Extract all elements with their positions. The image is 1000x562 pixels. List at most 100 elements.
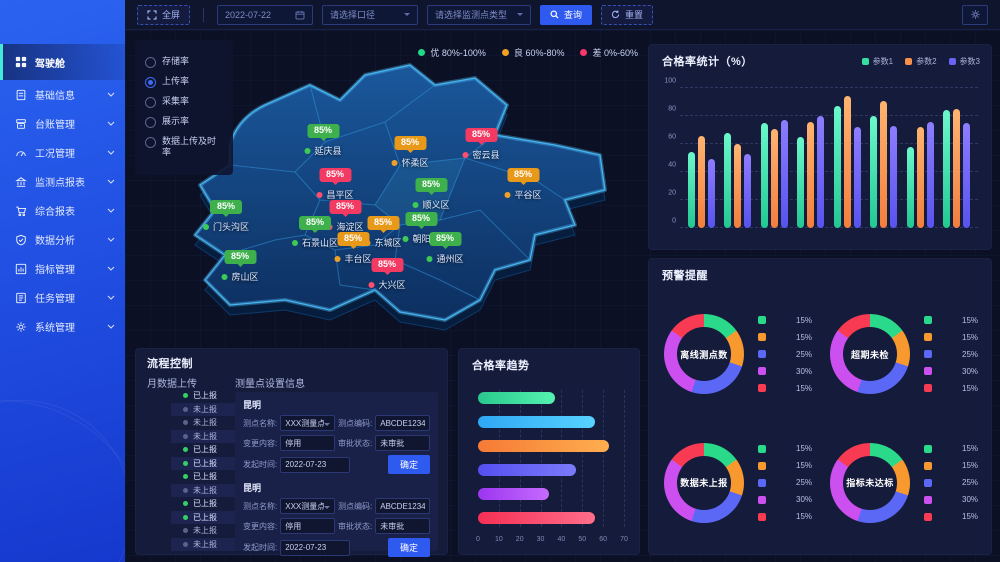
district-marker[interactable]: 85% 平谷区	[504, 168, 542, 201]
change-content-input[interactable]: 停用	[280, 435, 335, 451]
legend-square-icon	[758, 495, 766, 504]
district-marker[interactable]: 85% 房山区	[221, 250, 259, 283]
donut-legend-item: 15%	[924, 316, 982, 325]
upload-row[interactable]: 未上报	[171, 524, 237, 538]
district-name: 怀柔区	[401, 158, 429, 168]
metric-radio-option[interactable]: 采集率	[145, 96, 223, 108]
upload-row[interactable]: 已上报	[171, 443, 237, 457]
sidebar-item-point-report[interactable]: 监测点报表	[0, 167, 125, 196]
field-value: 停用	[285, 438, 302, 448]
status-dot-icon	[183, 433, 188, 439]
change-content-input[interactable]: 停用	[280, 518, 335, 534]
chevron-down-icon	[324, 422, 330, 429]
upload-status-label: 已上报	[193, 499, 217, 509]
upload-row[interactable]: 已上报	[171, 470, 237, 484]
metric-radio-option[interactable]: 数据上传及时率	[145, 136, 223, 159]
settings-button[interactable]	[962, 4, 988, 25]
sidebar-item-data-analysis[interactable]: 数据分析	[0, 225, 125, 254]
donut-legend: 15% 15% 25% 30% 15%	[924, 316, 982, 393]
point-type-select[interactable]: 请选择监测点类型	[427, 4, 532, 25]
change-content-label: 变更内容:	[243, 521, 278, 531]
donut-center-label: 数据未上报	[680, 478, 728, 489]
district-label-row: 石景山区	[291, 236, 338, 249]
district-marker[interactable]: 85% 石景山区	[291, 216, 338, 249]
district-value-badge: 85%	[506, 168, 540, 182]
reset-button[interactable]: 重置	[601, 4, 654, 25]
hbar	[478, 464, 577, 476]
beijing-map[interactable]	[135, 50, 640, 350]
upload-row[interactable]: 已上报	[171, 510, 237, 524]
district-marker[interactable]: 85% 朝阳区	[402, 212, 440, 245]
caliber-select[interactable]: 请选择口径	[322, 4, 419, 25]
upload-row[interactable]: 已上报	[171, 389, 237, 403]
district-marker[interactable]: 85% 怀柔区	[391, 136, 429, 169]
upload-row[interactable]: 未上报	[171, 429, 237, 443]
point-code-label: 测点编码:	[338, 418, 373, 428]
gauge-icon	[16, 150, 26, 156]
main-content: 存储率 上传率 采集率 展示率 数据上传及时率 优 80%-100% 良 60%-80% 差…	[125, 30, 1000, 562]
point-name-input[interactable]: XXX测量点	[280, 415, 335, 431]
bar-chart-icon	[15, 263, 27, 274]
chart-legend-item: 参数1	[861, 56, 893, 67]
cart-icon	[16, 206, 27, 216]
district-marker[interactable]: 85% 顺义区	[412, 178, 450, 211]
sidebar-item-summary-report[interactable]: 综合报表	[0, 196, 125, 225]
fullscreen-button[interactable]: 全屏	[137, 4, 191, 25]
district-marker[interactable]: 85% 丰台区	[334, 232, 372, 265]
sidebar-item-label: 数据分析	[35, 236, 75, 247]
district-marker[interactable]: 85% 延庆县	[304, 124, 342, 157]
sidebar-item-condition[interactable]: 工况管理	[0, 138, 125, 167]
shield-icon	[16, 234, 26, 245]
search-button[interactable]: 查询	[540, 4, 593, 25]
sidebar-item-indicators[interactable]: 指标管理	[0, 254, 125, 283]
panel-title: 合格率趋势	[472, 360, 530, 372]
confirm-button[interactable]: 确定	[387, 455, 430, 474]
field-value: XXX测量点	[285, 501, 324, 511]
approval-status-input[interactable]: 未审批	[375, 435, 430, 451]
sidebar-item-basic-info[interactable]: 基础信息	[0, 80, 125, 109]
upload-row[interactable]: 未上报	[171, 416, 237, 430]
legend-percent: 30%	[962, 495, 979, 505]
legend-square-icon	[758, 367, 766, 376]
warnings-panel: 预警提醒 离线测点数 15% 15% 25% 30% 15% 超期未检 15% 15% 25% 30…	[648, 258, 992, 555]
point-code-input[interactable]: ABCDE12345	[375, 415, 430, 431]
legend-dot-icon	[418, 49, 426, 56]
upload-row[interactable]: 已上报	[171, 497, 237, 511]
metric-radio-option[interactable]: 展示率	[145, 116, 223, 128]
sidebar-item-tasks[interactable]: 任务管理	[0, 283, 125, 312]
confirm-button[interactable]: 确定	[387, 538, 430, 557]
point-code-input[interactable]: ABCDE12345	[375, 498, 430, 514]
date-picker[interactable]: 2022-07-22	[217, 4, 314, 25]
grid-line	[582, 390, 584, 527]
upload-row[interactable]: 未上报	[171, 483, 237, 497]
metric-radio-option[interactable]: 存储率	[145, 56, 223, 68]
legend-percent: 25%	[796, 349, 813, 359]
district-marker[interactable]: 85% 大兴区	[368, 258, 406, 291]
sidebar-item-dashboard[interactable]: 驾驶舱	[0, 44, 125, 80]
district-marker[interactable]: 85% 昌平区	[316, 168, 354, 201]
district-marker[interactable]: 85% 通州区	[426, 232, 464, 265]
start-time-input[interactable]: 2022-07-23	[280, 456, 351, 473]
upload-row[interactable]: 已上报	[171, 456, 237, 470]
approval-status-input[interactable]: 未审批	[375, 518, 430, 534]
start-time-input[interactable]: 2022-07-23	[280, 539, 351, 556]
grid-line	[680, 171, 978, 172]
legend-percent: 15%	[962, 444, 979, 454]
sidebar-item-ledger[interactable]: 台账管理	[0, 109, 125, 138]
y-tick-label: 40	[668, 161, 676, 169]
sidebar-item-system[interactable]: 系统管理	[0, 312, 125, 341]
grid-line	[680, 143, 978, 144]
district-label-row: 通州区	[426, 252, 464, 265]
district-marker[interactable]: 85% 门头沟区	[202, 200, 249, 233]
legend-square-icon	[758, 384, 766, 393]
metric-radio-option[interactable]: 上传率	[145, 76, 223, 88]
district-label-row: 大兴区	[368, 278, 406, 291]
upload-row[interactable]: 未上报	[171, 402, 237, 416]
chevron-down-icon	[107, 92, 115, 97]
caliber-placeholder: 请选择口径	[330, 10, 376, 20]
point-name-input[interactable]: XXX测量点	[280, 498, 335, 514]
district-name: 大兴区	[378, 280, 406, 290]
district-marker[interactable]: 85% 密云县	[462, 128, 500, 161]
approval-status-label: 审批状态:	[338, 438, 373, 448]
upload-row[interactable]: 未上报	[171, 537, 237, 551]
